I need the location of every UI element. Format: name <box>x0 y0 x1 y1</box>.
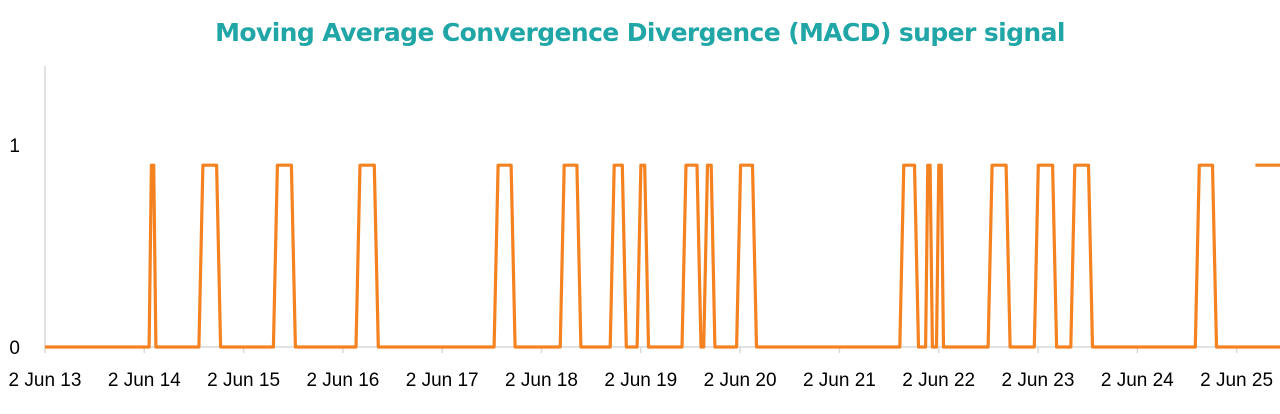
x-tick-label: 2 Jun 18 <box>505 370 578 391</box>
x-tick-label: 2 Jun 20 <box>704 370 777 391</box>
x-tick-label: 2 Jun 22 <box>902 370 975 391</box>
x-tick-label: 2 Jun 14 <box>108 370 181 391</box>
x-tick-label: 2 Jun 23 <box>1002 370 1075 391</box>
x-tick-label: 2 Jun 21 <box>803 370 876 391</box>
x-ticks: 2 Jun 13 2 Jun 14 2 Jun 15 2 Jun 16 2 Jun 17… <box>9 347 1273 391</box>
y-tick-label: 0 <box>9 338 20 359</box>
y-tick-label: 1 <box>9 136 20 157</box>
chart-title: Moving Average Convergence Divergence (M… <box>215 18 1065 47</box>
x-tick-label: 2 Jun 24 <box>1101 370 1174 391</box>
y-ticks: 01 <box>9 136 20 359</box>
x-tick-label: 2 Jun 19 <box>604 370 677 391</box>
signal-series-line <box>45 163 1280 349</box>
x-tick-label: 2 Jun 13 <box>9 370 82 391</box>
x-tick-label: 2 Jun 17 <box>406 370 479 391</box>
x-tick-label: 2 Jun 25 <box>1200 370 1273 391</box>
x-tick-label: 2 Jun 15 <box>207 370 280 391</box>
x-tick-label: 2 Jun 16 <box>306 370 379 391</box>
